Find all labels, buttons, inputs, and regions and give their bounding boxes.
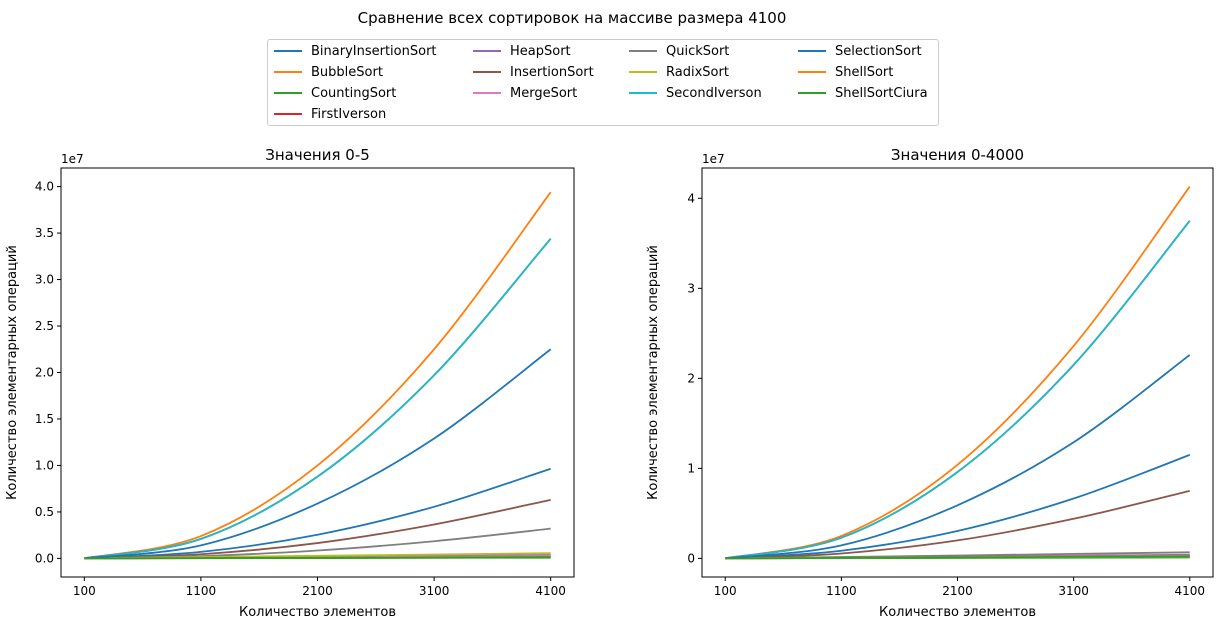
- legend-label: SelectionSort: [835, 43, 922, 59]
- legend-swatch: [798, 50, 826, 52]
- legend-item: ShellSortCiura: [798, 84, 928, 102]
- x-axis-label: Количество элементов: [239, 605, 396, 620]
- series-line-insertionsort: [84, 498, 551, 560]
- legend-swatch: [629, 71, 657, 73]
- legend-label: CountingSort: [311, 85, 397, 101]
- x-tick-label: 1100: [186, 584, 217, 598]
- y-axis-label: Количество элементарных операций: [646, 245, 661, 500]
- legend-item: ShellSort: [798, 63, 893, 81]
- chart-title: Значения 0-4000: [891, 146, 1024, 164]
- legend-item: CountingSort: [274, 84, 396, 102]
- y-tick-label: 0.0: [35, 551, 54, 565]
- y-tick-label: 3: [687, 281, 695, 295]
- legend-label: BinaryInsertionSort: [311, 43, 437, 59]
- x-tick-label: 2100: [302, 584, 333, 598]
- legend-swatch: [473, 50, 501, 52]
- x-tick-label: 100: [714, 584, 737, 598]
- legend-item: SecondIverson: [629, 84, 762, 102]
- x-tick-label: 4100: [535, 584, 566, 598]
- legend-label: QuickSort: [666, 43, 730, 59]
- x-tick-label: 2100: [942, 584, 973, 598]
- chart-panel: Значения 0-5 100 1100 2100 3100 4100 0.0 0.5 1.0…: [5, 146, 575, 620]
- legend-item: FirstIverson: [274, 105, 386, 123]
- legend-label: ShellSort: [835, 64, 894, 80]
- chart-legend: BinaryInsertionSort BubbleSort CountingSor…: [267, 39, 939, 126]
- legend-item: BinaryInsertionSort: [274, 42, 437, 60]
- legend-label: HeapSort: [510, 43, 571, 59]
- legend-swatch: [274, 92, 302, 94]
- y-tick-label: 4.0: [35, 180, 54, 194]
- plot-frame: [701, 167, 1214, 578]
- legend-swatch: [629, 92, 657, 94]
- series-line-secondiverson: [84, 238, 552, 560]
- legend-label: MergeSort: [510, 85, 578, 101]
- legend-label: BubbleSort: [311, 64, 383, 80]
- legend-swatch: [629, 50, 657, 52]
- y-tick-label: 4: [687, 191, 695, 205]
- legend-swatch: [798, 92, 826, 94]
- legend-swatch: [274, 50, 302, 52]
- legend-swatch: [473, 92, 501, 94]
- legend-swatch: [473, 71, 501, 73]
- plot-frame: [60, 167, 575, 578]
- series-line-shellsortciura: [725, 555, 1190, 560]
- x-tick-label: 1100: [826, 584, 857, 598]
- legend-item: BubbleSort: [274, 63, 383, 81]
- series-line-insertionsort: [725, 490, 1190, 560]
- legend-swatch: [274, 71, 302, 73]
- legend-item: SelectionSort: [798, 42, 922, 60]
- x-tick-label: 3100: [1058, 584, 1089, 598]
- series-line-secondiverson: [725, 220, 1191, 560]
- series-line-selectionsort: [725, 354, 1191, 560]
- y-tick-label: 1: [687, 461, 695, 475]
- legend-swatch: [798, 71, 826, 73]
- x-axis-label: Количество элементов: [879, 605, 1036, 620]
- y-tick-label: 3.5: [35, 226, 54, 240]
- y-tick-label: 2.5: [35, 319, 54, 333]
- series-line-binaryinsertionsort: [725, 454, 1191, 560]
- figure-suptitle: Сравнение всех сортировок на массиве раз…: [358, 9, 787, 27]
- chart-title: Значения 0-5: [265, 146, 370, 164]
- series-line-bubblesort: [725, 186, 1191, 560]
- y-axis-label: Количество элементарных операций: [5, 245, 20, 500]
- legend-label: InsertionSort: [510, 64, 594, 80]
- x-tick-label: 100: [73, 584, 96, 598]
- legend-swatch: [274, 113, 302, 115]
- y-tick-label: 1.5: [35, 412, 54, 426]
- legend-item: MergeSort: [473, 84, 577, 102]
- y-tick-label: 2: [687, 371, 695, 385]
- x-tick-label: 4100: [1174, 584, 1205, 598]
- legend-label: RadixSort: [666, 64, 729, 80]
- series-group: [84, 191, 552, 560]
- series-line-shellsortciura: [84, 556, 551, 560]
- series-line-bubblesort: [84, 191, 552, 560]
- y-tick-label: 0: [687, 551, 695, 565]
- legend-item: HeapSort: [473, 42, 571, 60]
- legend-label: SecondIverson: [666, 85, 762, 101]
- legend-item: RadixSort: [629, 63, 729, 81]
- chart-panel: Значения 0-4000 100 1100 2100 3100 4100 0 1 2 3 4 1…: [646, 146, 1214, 620]
- legend-item: InsertionSort: [473, 63, 594, 81]
- series-line-binaryinsertionsort: [84, 467, 551, 560]
- series-group: [725, 186, 1191, 560]
- series-line-selectionsort: [84, 348, 552, 560]
- y-tick-label: 3.0: [35, 273, 54, 287]
- y-offset-label: 1e7: [702, 152, 725, 166]
- x-tick-label: 3100: [419, 584, 450, 598]
- y-tick-label: 0.5: [35, 505, 54, 519]
- y-tick-label: 1.0: [35, 458, 54, 472]
- y-offset-label: 1e7: [61, 152, 84, 166]
- legend-label: FirstIverson: [311, 106, 387, 122]
- legend-item: QuickSort: [629, 42, 729, 60]
- series-line-firstiverson: [84, 238, 552, 560]
- legend-label: ShellSortCiura: [835, 85, 928, 101]
- y-tick-label: 2.0: [35, 366, 54, 380]
